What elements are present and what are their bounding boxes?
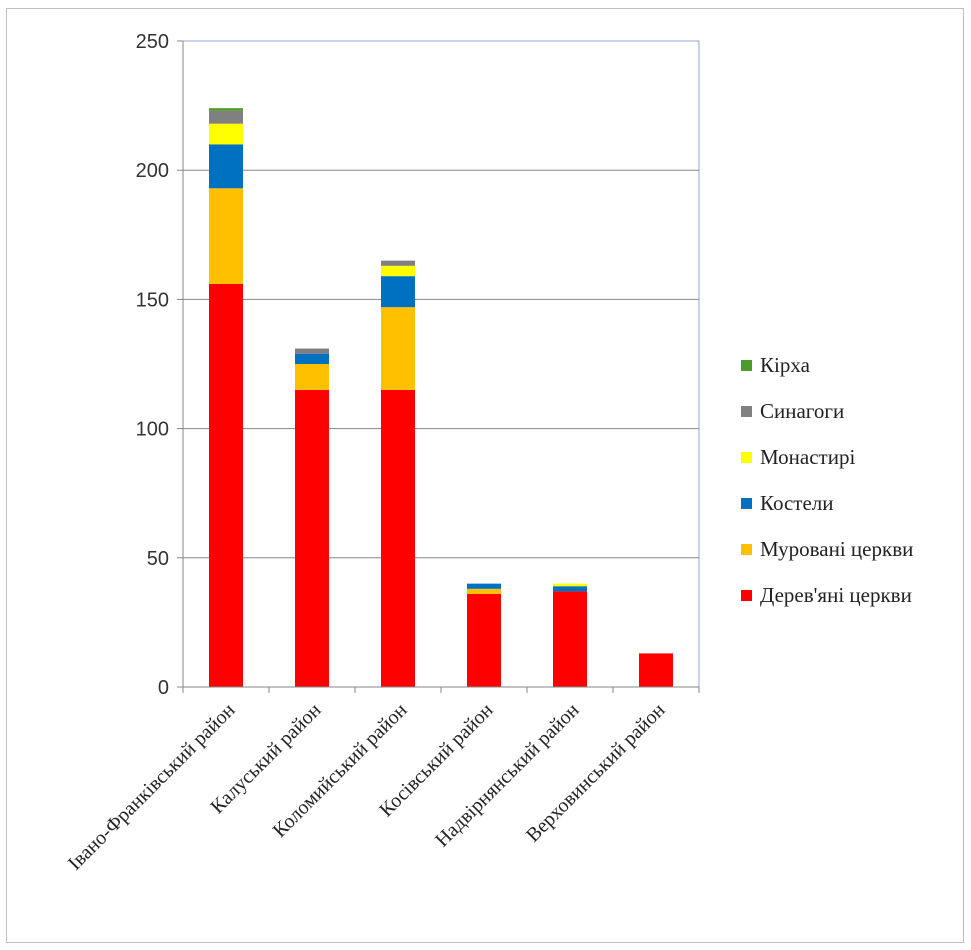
y-tick-label: 200: [136, 160, 169, 182]
legend-swatch: [741, 452, 752, 463]
plot-area-border: [182, 40, 700, 688]
legend-label: Муровані церкви: [760, 537, 913, 561]
bar-segment: [209, 108, 243, 111]
x-tick-label: Надвірнянський район: [431, 699, 584, 852]
legend: Кірха Синагоги Монастирі Костели Муровані це…: [741, 353, 913, 607]
x-tick-label: Івано-Франківський район: [64, 699, 240, 875]
axes: [177, 40, 700, 693]
legend-label: Синагоги: [760, 399, 844, 423]
bar-segment: [553, 591, 587, 687]
legend-swatch: [741, 498, 752, 509]
legend-swatch: [741, 544, 752, 555]
bar-segment: [209, 283, 243, 687]
legend-swatch: [741, 590, 752, 601]
bar-segment: [553, 586, 587, 592]
y-tick-label: 250: [136, 31, 169, 53]
bar-segment: [209, 110, 243, 124]
bar-segment: [209, 144, 243, 189]
chart-container: 0 50 100 150 200 250 Івано-Франківський район…: [6, 8, 964, 943]
legend-label: Кірха: [760, 353, 811, 377]
bar-segment: [467, 593, 501, 687]
bar-segment: [467, 583, 501, 589]
y-tick-label: 50: [147, 548, 169, 570]
bar-segment: [209, 123, 243, 145]
bar-segment: [467, 588, 501, 594]
bar-segment: [295, 353, 329, 364]
bar-segment: [639, 653, 673, 687]
legend-label: Дерев'яні церкви: [760, 583, 912, 607]
bar-segment: [295, 348, 329, 354]
bar-segment: [209, 188, 243, 284]
bar-segment: [381, 260, 415, 266]
bar-segment: [381, 265, 415, 277]
gridlines: [182, 40, 700, 688]
bar-segment: [295, 364, 329, 390]
bar-segment: [295, 389, 329, 687]
y-tick-label: 0: [158, 677, 169, 699]
bar-segment: [381, 276, 415, 308]
x-tick-label: Верховинський район: [522, 699, 670, 847]
stacked-bar-chart: 0 50 100 150 200 250 Івано-Франківський район…: [64, 31, 914, 875]
y-tick-label: 100: [136, 419, 169, 441]
legend-label: Монастирі: [760, 445, 855, 469]
legend-swatch: [741, 406, 752, 417]
bars: [209, 108, 673, 687]
y-tick-label: 150: [136, 289, 169, 311]
bar-segment: [553, 583, 587, 587]
legend-label: Костели: [760, 491, 834, 515]
y-axis-tick-labels: 0 50 100 150 200 250: [136, 31, 169, 699]
legend-swatch: [741, 360, 752, 371]
bar-segment: [381, 389, 415, 687]
bar-segment: [381, 307, 415, 390]
